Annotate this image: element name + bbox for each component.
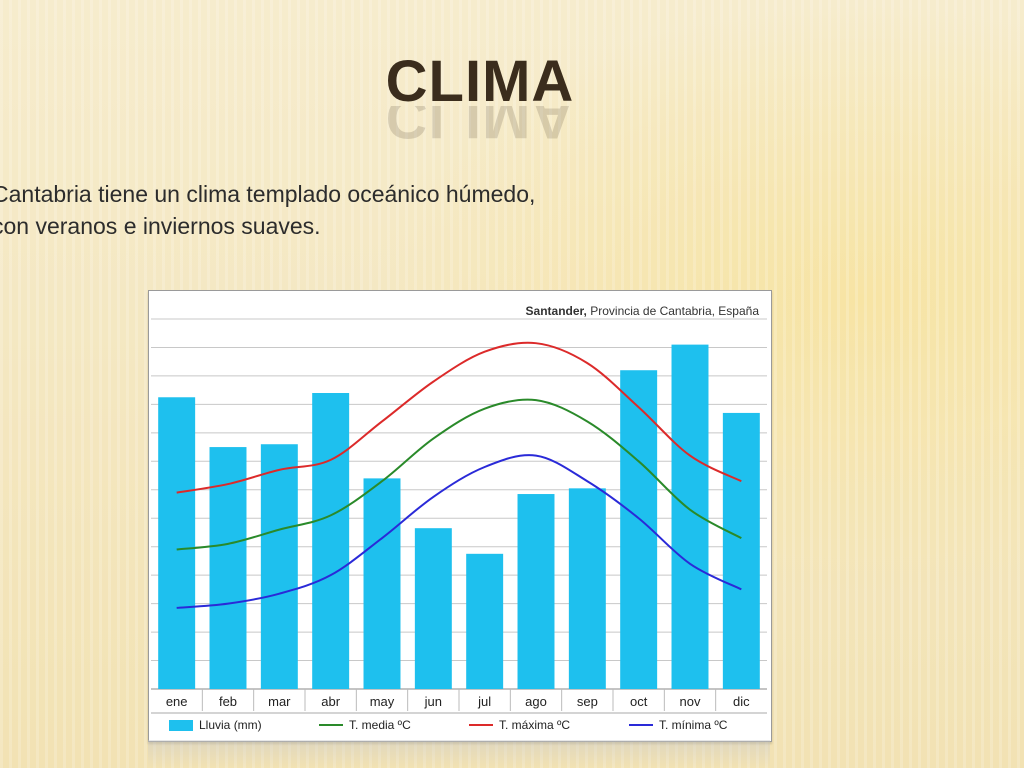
legend-label: Lluvia (mm) <box>199 718 262 732</box>
rain-bar-nov <box>671 344 709 689</box>
x-tick-label: mar <box>268 694 291 709</box>
description-line-2: con veranos e inviernos suaves. <box>0 213 321 239</box>
x-tick-label: jun <box>424 694 442 709</box>
x-tick-label: abr <box>321 694 340 709</box>
chart-title-bold: Santander, <box>526 304 587 318</box>
x-tick-label: dic <box>733 694 750 709</box>
legend-label: T. media ºC <box>349 718 411 732</box>
legend-label: T. mínima ºC <box>659 718 728 732</box>
slide-title-reflection: CLIMA <box>385 106 575 146</box>
description-line-1: Cantabria tiene un clima templado oceáni… <box>0 181 536 207</box>
x-tick-label: jul <box>477 694 491 709</box>
temp-line-0 <box>176 398 742 551</box>
rain-bar-jul <box>466 553 504 689</box>
climate-chart: Santander, Provincia de Cantabria, Españ… <box>148 290 772 742</box>
x-tick-label: nov <box>680 694 701 709</box>
x-tick-label: oct <box>630 694 648 709</box>
legend-label: T. máxima ºC <box>499 718 570 732</box>
x-tick-label: sep <box>577 694 598 709</box>
rain-bar-ene <box>158 397 196 689</box>
slide-description: Cantabria tiene un clima templado oceáni… <box>0 178 682 242</box>
rain-bar-jun <box>414 528 452 689</box>
x-tick-label: may <box>370 694 395 709</box>
legend-swatch <box>169 720 193 731</box>
chart-title-rest: Provincia de Cantabria, España <box>587 304 759 318</box>
slide-title: CLIMA <box>385 49 575 114</box>
chart-title: Santander, Provincia de Cantabria, Españ… <box>526 304 760 318</box>
rain-bar-sep <box>568 488 606 689</box>
x-tick-label: ene <box>166 694 188 709</box>
rain-bar-ago <box>517 494 555 689</box>
x-tick-label: ago <box>525 694 547 709</box>
rain-bar-may <box>363 478 401 689</box>
rain-bar-abr <box>312 393 350 689</box>
climate-chart-svg: Santander, Provincia de Cantabria, Españ… <box>151 304 767 732</box>
temp-line-2 <box>176 454 742 609</box>
rain-bar-dic <box>722 412 760 689</box>
x-tick-label: feb <box>219 694 237 709</box>
chart-reflection <box>148 740 770 768</box>
rain-bar-mar <box>260 444 298 689</box>
temp-line-1 <box>176 341 742 494</box>
